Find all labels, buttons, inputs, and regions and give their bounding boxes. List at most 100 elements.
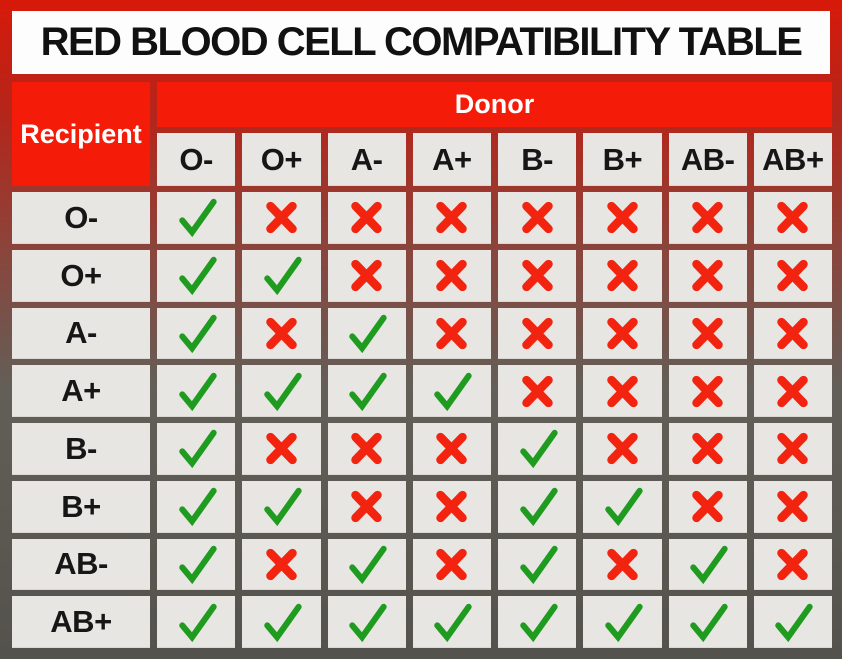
cross-icon [607, 433, 638, 465]
check-icon [178, 199, 217, 238]
cross-icon [777, 259, 809, 292]
cross-icon [521, 259, 553, 292]
cross-icon [266, 433, 297, 465]
check-icon [349, 372, 387, 411]
compatibility-cell [668, 307, 747, 360]
check-icon [519, 430, 558, 469]
compatibility-cell [327, 307, 406, 360]
compatibility-cell [412, 480, 491, 533]
compatibility-cell [668, 249, 747, 302]
compatibility-cell [242, 249, 321, 302]
donor-type-header: AB- [668, 133, 747, 186]
compatibility-cell [498, 249, 577, 302]
cross-icon [351, 259, 382, 292]
compatibility-cell [583, 307, 662, 360]
compatibility-cell [583, 480, 662, 533]
compatibility-cell [157, 538, 236, 591]
compatibility-cell [157, 192, 236, 244]
recipient-type-header: B- [12, 423, 150, 475]
compatibility-cell [157, 365, 236, 417]
compatibility-cell [498, 307, 577, 360]
compatibility-cell [412, 596, 491, 648]
cross-icon [692, 433, 723, 465]
check-icon [434, 603, 473, 642]
donor-type-header: B+ [583, 133, 662, 186]
donor-header: Donor [157, 82, 832, 127]
cross-icon [266, 317, 297, 350]
donor-type-label: O+ [260, 141, 303, 177]
check-icon [264, 603, 302, 642]
donor-type-label: B- [521, 141, 553, 177]
compatibility-cell [583, 538, 662, 591]
check-icon [264, 487, 302, 527]
compatibility-cell [242, 596, 321, 648]
recipient-type-label: O+ [60, 257, 102, 293]
compatibility-cell [412, 307, 491, 360]
compatibility-cell [668, 596, 747, 648]
cross-icon [777, 548, 809, 581]
check-icon [519, 545, 558, 585]
compatibility-cell [412, 538, 491, 591]
recipient-type-header: AB- [12, 538, 150, 591]
cross-icon [521, 317, 553, 350]
compatibility-cell [157, 249, 236, 302]
cross-icon [607, 317, 638, 350]
compatibility-cell [327, 538, 406, 591]
compatibility-cell [498, 538, 577, 591]
recipient-type-label: O- [64, 199, 98, 235]
cross-icon [436, 202, 468, 234]
cross-icon [777, 375, 809, 407]
compatibility-cell [327, 192, 406, 244]
check-icon [178, 487, 217, 527]
compatibility-cell [498, 192, 577, 244]
compatibility-cell [412, 249, 491, 302]
compatibility-cell [157, 596, 236, 648]
compatibility-cell [327, 365, 406, 417]
recipient-header-label: Recipient [20, 118, 142, 149]
check-icon [605, 603, 643, 642]
compatibility-cell [753, 249, 832, 302]
donor-type-header: B- [498, 133, 577, 186]
recipient-type-header: A+ [12, 365, 150, 417]
compatibility-cell [412, 423, 491, 475]
recipient-type-header: A- [12, 307, 150, 360]
recipient-type-label: AB- [54, 546, 108, 582]
check-icon [605, 487, 643, 527]
cross-icon [777, 433, 809, 465]
compatibility-cell [753, 192, 832, 244]
cross-icon [436, 548, 468, 581]
check-icon [178, 545, 217, 585]
compatibility-cell [242, 307, 321, 360]
compatibility-cell [668, 192, 747, 244]
compatibility-grid: Recipient Donor O- O+ A- A+ B- B+ AB- AB+ O- O+ A-… [12, 82, 832, 648]
check-icon [349, 314, 387, 354]
donor-type-label: B+ [602, 141, 643, 177]
compatibility-cell [498, 596, 577, 648]
check-icon [349, 545, 387, 585]
donor-header-label: Donor [454, 89, 535, 119]
check-icon [690, 603, 728, 642]
check-icon [349, 603, 387, 642]
cross-icon [266, 202, 297, 234]
recipient-type-label: B- [65, 430, 97, 466]
cross-icon [777, 490, 809, 523]
recipient-type-label: AB+ [50, 604, 112, 640]
compatibility-cell [327, 480, 406, 533]
cross-icon [607, 548, 638, 581]
recipient-type-header: AB+ [12, 596, 150, 648]
recipient-type-label: A+ [61, 373, 101, 409]
donor-type-header: A- [327, 133, 406, 186]
compatibility-cell [668, 365, 747, 417]
compatibility-cell [668, 480, 747, 533]
page-title: RED BLOOD CELL COMPATIBILITY TABLE [40, 20, 803, 64]
compatibility-cell [753, 423, 832, 475]
title-bar: RED BLOOD CELL COMPATIBILITY TABLE [12, 11, 830, 74]
compatibility-cell [157, 480, 236, 533]
compatibility-cell [583, 249, 662, 302]
check-icon [178, 256, 217, 296]
compatibility-cell [412, 192, 491, 244]
cross-icon [692, 259, 723, 292]
cross-icon [777, 202, 809, 234]
check-icon [264, 372, 302, 411]
